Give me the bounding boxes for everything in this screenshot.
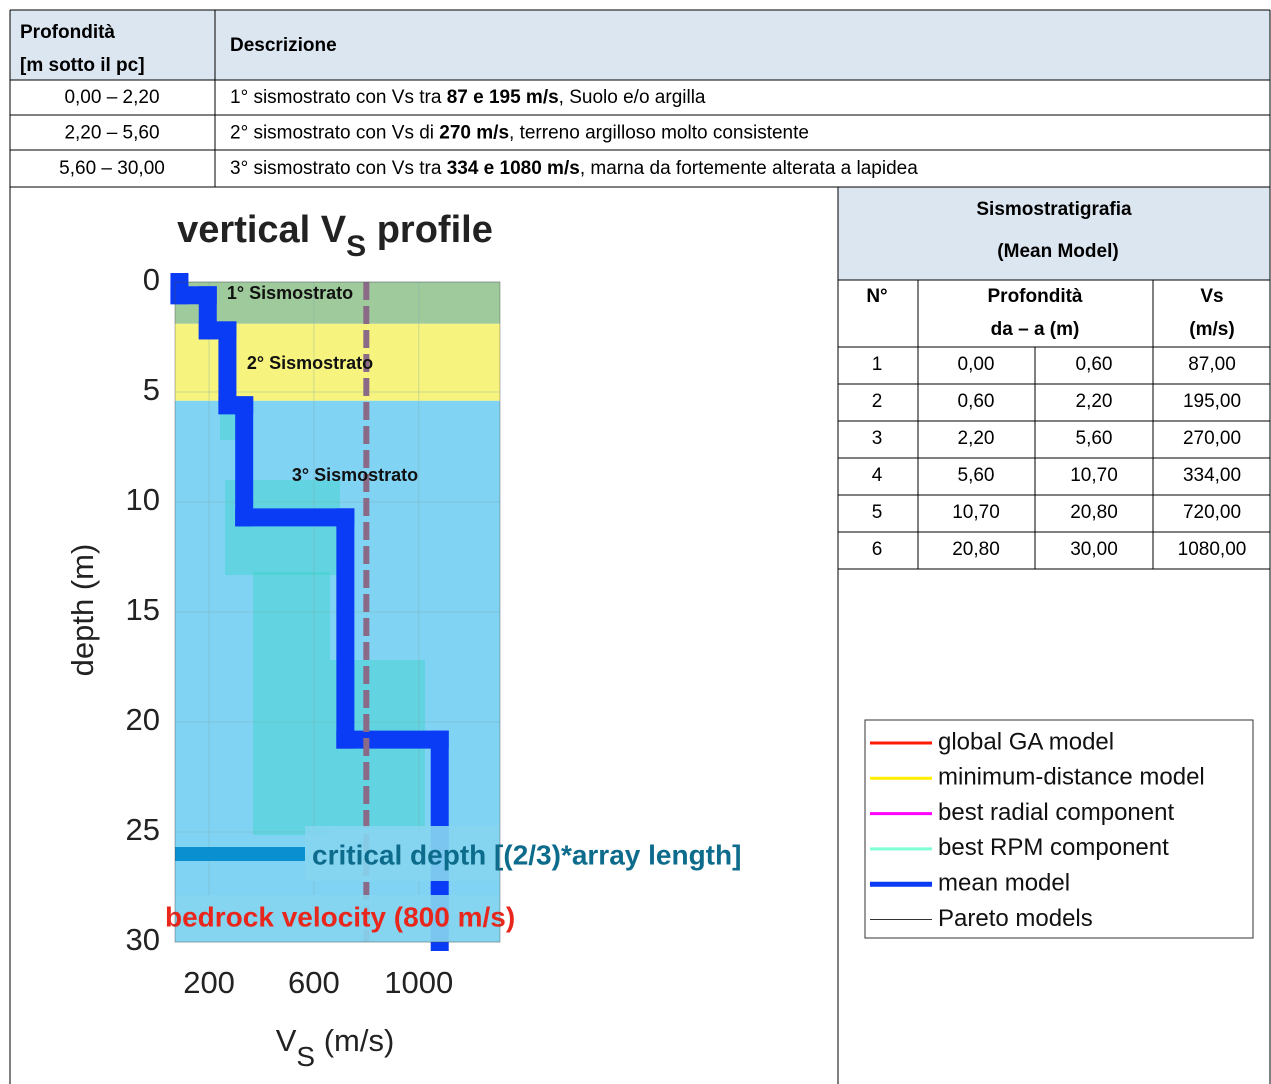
x-axis-label: VS (m/s) (276, 1023, 395, 1072)
layers-cell: 5,60 (1076, 428, 1113, 449)
layers-cell: 5 (872, 502, 883, 523)
layers-title-bg (838, 187, 1270, 280)
y-tick-label: 20 (126, 702, 160, 737)
layers-cell: 720,00 (1183, 502, 1241, 523)
critical-depth-label: critical depth [(2/3)*array length] (312, 839, 741, 870)
plot-frame (174, 281, 501, 943)
layers-cell: 195,00 (1183, 391, 1241, 412)
y-tick-label: 15 (126, 592, 160, 627)
text-run: 2° sismostrato con Vs di (230, 123, 439, 144)
text-run: , terreno argilloso molto consistente (509, 123, 809, 144)
description-cell: 1° sismostrato con Vs tra 87 e 195 m/s, … (230, 87, 706, 108)
layers-cell: 20,80 (952, 539, 1000, 560)
text-run: V (276, 1023, 297, 1058)
legend-label: minimum-distance model (938, 764, 1205, 791)
text-run: 334 e 1080 m/s (447, 158, 580, 179)
y-axis-label: depth (m) (65, 544, 100, 677)
zone-label: 1° Sismostrato (227, 283, 353, 303)
layers-cell: 5,60 (958, 465, 995, 486)
chart: critical depth [(2/3)*array length] bedro… (65, 209, 741, 1072)
layers-header: Vs (1200, 286, 1223, 307)
document (9, 9, 1271, 1084)
label-box (175, 895, 500, 942)
layers-cell: 2,20 (958, 428, 995, 449)
bedrock-label: bedrock velocity (800 m/s) (165, 901, 515, 932)
layers-subtitle: (Mean Model) (997, 241, 1118, 262)
layers-cell: 3 (872, 428, 883, 449)
text-run: 1° sismostrato con Vs tra (230, 87, 447, 108)
layers-cell: 4 (872, 465, 883, 486)
pareto-shade (253, 572, 330, 835)
legend-label: global GA model (938, 728, 1114, 755)
layers-header: N° (866, 286, 887, 307)
layers-cell: 10,70 (952, 502, 1000, 523)
text-run: 3° sismostrato con Vs tra (230, 158, 447, 179)
layers-cell: 20,80 (1070, 502, 1118, 523)
description-cell: 3° sismostrato con Vs tra 334 e 1080 m/s… (230, 158, 918, 179)
depth-cell: 2,20 – 5,60 (64, 123, 159, 144)
legend-label: mean model (938, 870, 1070, 897)
text-run: S (346, 230, 366, 263)
depth-cell: 5,60 – 30,00 (59, 158, 165, 179)
text-run: (m/s) (315, 1023, 394, 1058)
layers-cell: 10,70 (1070, 465, 1118, 486)
layers-cell: 334,00 (1183, 465, 1241, 486)
text-run: , Suolo e/o argilla (559, 87, 706, 108)
text-run: vertical V (177, 209, 347, 251)
layers-cell: 0,00 (958, 354, 995, 375)
layers-cell: 0,60 (958, 391, 995, 412)
legend-label: Pareto models (938, 905, 1093, 932)
legend-label: best RPM component (938, 834, 1169, 861)
layers-header: (m/s) (1189, 319, 1234, 340)
header-cell: Descrizione (230, 35, 337, 56)
y-tick-label: 10 (126, 482, 160, 517)
layers-cell: 2,20 (1076, 391, 1113, 412)
text-run: S (296, 1041, 315, 1072)
x-tick-label: 600 (288, 965, 340, 1000)
y-tick-label: 0 (143, 262, 160, 297)
chart-title: vertical VS profile (177, 209, 493, 263)
depth-cell: 0,00 – 2,20 (64, 87, 159, 108)
zone (175, 282, 500, 324)
layers-cell: 87,00 (1188, 354, 1236, 375)
label-box (305, 826, 500, 881)
zone-label: 3° Sismostrato (292, 465, 418, 485)
layers-cell: 0,60 (1076, 354, 1113, 375)
legend-box (864, 719, 1254, 939)
text-run: 270 m/s (439, 123, 509, 144)
x-tick-label: 1000 (384, 965, 453, 1000)
layers-cell: 30,00 (1070, 539, 1118, 560)
x-tick-label: 200 (183, 965, 235, 1000)
table-header-bg (10, 10, 1270, 80)
layers-title: Sismostratigrafia (976, 199, 1132, 220)
text-run: 87 e 195 m/s (447, 87, 559, 108)
header-cell: Profondità (20, 22, 115, 43)
header-cell: [m sotto il pc] (20, 55, 145, 76)
layers-header: da – a (m) (991, 319, 1080, 340)
text-run: , marna da fortemente alterata a lapidea (580, 158, 918, 179)
zone-label: 2° Sismostrato (247, 353, 373, 373)
layers-cell: 270,00 (1183, 428, 1241, 449)
layers-cell: 1 (872, 354, 883, 375)
layers-cell: 1080,00 (1178, 539, 1247, 560)
layers-cell: 6 (872, 539, 883, 560)
y-tick-label: 5 (143, 372, 160, 407)
layers-header: Profondità (988, 286, 1083, 307)
y-tick-label: 25 (126, 812, 160, 847)
y-tick-label: 30 (126, 922, 160, 957)
layers-cell: 2 (872, 391, 883, 412)
description-cell: 2° sismostrato con Vs di 270 m/s, terren… (230, 123, 809, 144)
legend-label: best radial component (938, 799, 1174, 826)
text-run: profile (366, 209, 493, 251)
